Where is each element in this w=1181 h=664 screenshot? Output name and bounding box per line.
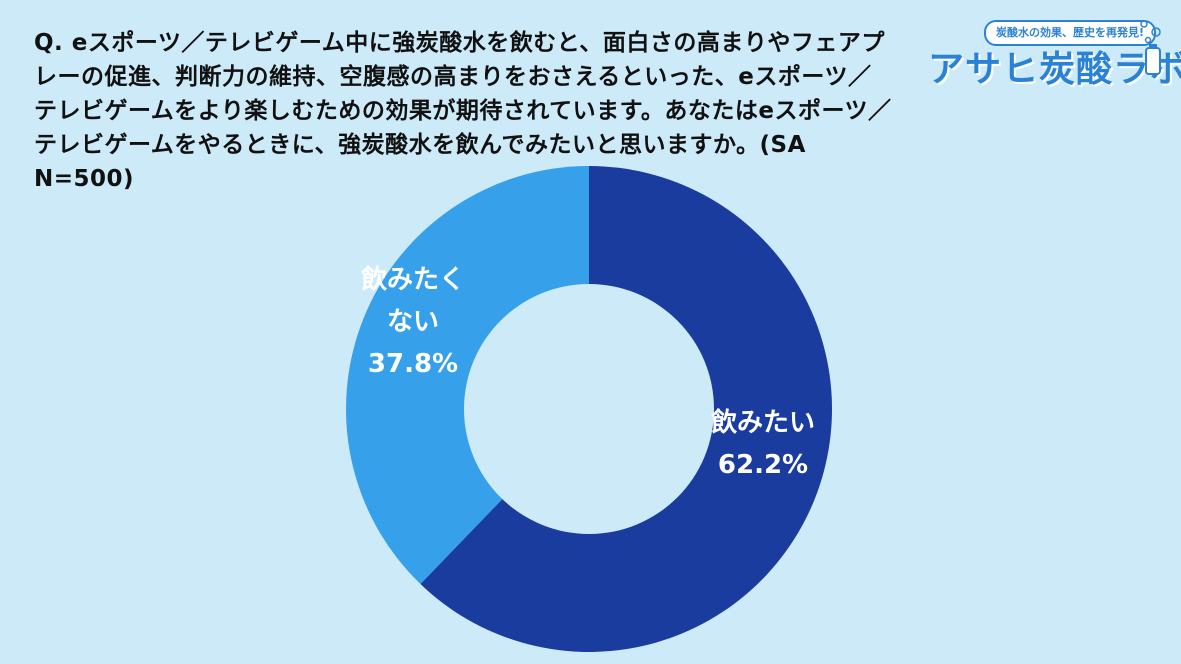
slice-name-1: 飲みたく [360,264,465,295]
donut-slice-1 [346,166,589,585]
bottle-bubbles-icon [1140,20,1161,75]
slice-name-1: ない [387,307,439,337]
survey-question: Q. eスポーツ／テレビゲーム中に強炭酸水を飲むと、面白さの高まりやフェアプレー… [34,30,892,192]
slice-label-1: 飲みたくない 37.8% [360,264,465,379]
logo-title: アサヒ炭酸ラボ [928,49,1181,90]
asahi-tansan-lab-logo: 炭酸水の効果、歴史を再発見! アサヒ炭酸ラボ [920,16,1181,98]
slice-label-0: 飲みたい 62.2% [710,407,815,480]
donut-hole [464,284,714,534]
slice-name-0: 飲みたい [710,407,815,438]
slice-value-0: 62.2% [718,450,808,480]
logo-tagline: 炭酸水の効果、歴史を再発見! [984,20,1157,46]
slice-labels: 飲みたい 62.2% 飲みたくない 37.8% [360,264,815,480]
slice-value-1: 37.8% [368,349,458,379]
